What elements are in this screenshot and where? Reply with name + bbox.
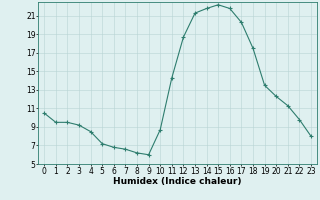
X-axis label: Humidex (Indice chaleur): Humidex (Indice chaleur) <box>113 177 242 186</box>
